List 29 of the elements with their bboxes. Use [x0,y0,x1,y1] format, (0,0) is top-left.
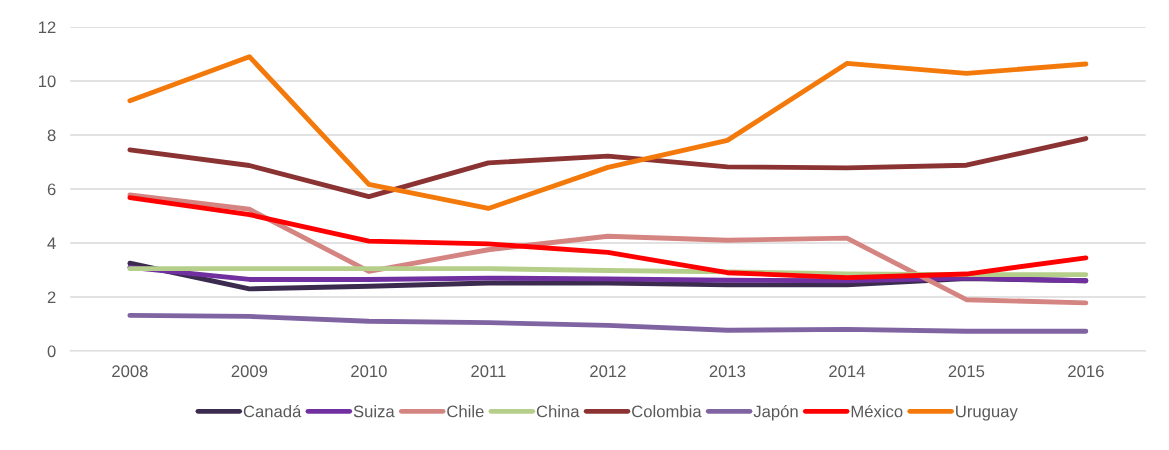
line-series [127,312,1089,334]
line-series [127,264,1089,284]
x-tick-label: 2011 [471,365,506,378]
x-tick-label: 2015 [948,365,985,378]
y-tick-label: 12 [38,21,56,34]
line-series [127,54,1089,211]
y-tick-label: 4 [47,237,56,250]
legend-label: Chile [447,405,484,418]
legend-label: Japón [753,404,798,421]
legend-label: México [851,404,903,418]
y-tick-label: 0 [47,345,56,358]
line-series [127,136,1089,199]
x-tick-label: 2010 [351,365,387,378]
line-series [127,195,1089,280]
y-tick-label: 2 [47,291,56,304]
x-tick-label: 2016 [1068,365,1104,378]
legend-label: Suiza [353,405,395,418]
x-tick-label: 2014 [829,365,865,378]
y-tick-label: 8 [47,129,56,142]
x-tick-label: 2012 [590,365,626,378]
legend-label: Uruguay [956,405,1018,421]
y-tick-label: 6 [47,183,56,196]
legend-label: China [536,405,580,418]
y-tick-label: 10 [38,75,56,88]
x-tick-label: 2008 [112,365,148,378]
x-tick-label: 2013 [709,365,746,378]
x-tick-label: 2009 [231,365,268,378]
legend-label: Colombia [632,405,702,418]
legend-label: Canadá [243,404,302,418]
